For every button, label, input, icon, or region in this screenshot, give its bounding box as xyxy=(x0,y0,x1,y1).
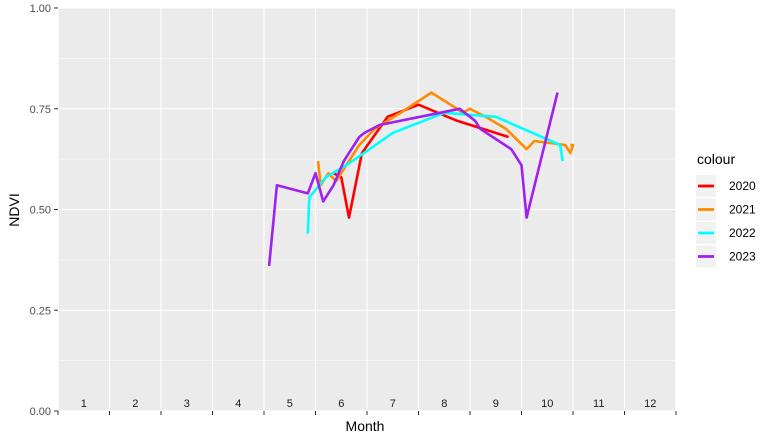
legend-label-2022: 2022 xyxy=(729,226,756,240)
month-label-layer: 1 2 3 4 5 6 7 8 9 10 11 12 xyxy=(81,398,657,410)
legend-label-2021: 2021 xyxy=(729,203,756,217)
month-label: 9 xyxy=(493,398,499,410)
month-label: 2 xyxy=(132,398,138,410)
x-axis-title: Month xyxy=(346,418,385,434)
series-line-2023 xyxy=(267,92,559,267)
month-label: 3 xyxy=(184,398,190,410)
month-label: 8 xyxy=(441,398,447,410)
series-layer xyxy=(267,91,575,267)
y-tick-label: 0.25 xyxy=(30,305,51,317)
legend-label-2023: 2023 xyxy=(729,250,756,264)
y-axis-title: NDVI xyxy=(6,193,22,226)
month-label: 4 xyxy=(235,398,241,410)
y-tick-label: 0.00 xyxy=(30,406,51,418)
legend-title: colour xyxy=(697,151,735,167)
month-label: 5 xyxy=(287,398,293,410)
y-tick-label: 0.50 xyxy=(30,205,51,217)
legend-items: 2020 2021 2022 2023 xyxy=(696,175,756,268)
series-line-2020 xyxy=(332,103,509,219)
month-label: 6 xyxy=(338,398,344,410)
legend: colour 2020 2021 2022 2023 xyxy=(696,151,756,268)
legend-label-2020: 2020 xyxy=(729,179,756,193)
month-label: 7 xyxy=(390,398,396,410)
y-tick-label: 0.75 xyxy=(30,104,51,116)
y-tick-label: 1.00 xyxy=(30,3,51,15)
series-line-2022 xyxy=(306,111,564,234)
month-label: 10 xyxy=(541,398,553,410)
axis-layer: 0.00 0.25 0.50 0.75 1.00 xyxy=(30,3,677,418)
month-label: 12 xyxy=(644,398,656,410)
month-label: 1 xyxy=(81,398,87,410)
month-label: 11 xyxy=(593,398,604,410)
